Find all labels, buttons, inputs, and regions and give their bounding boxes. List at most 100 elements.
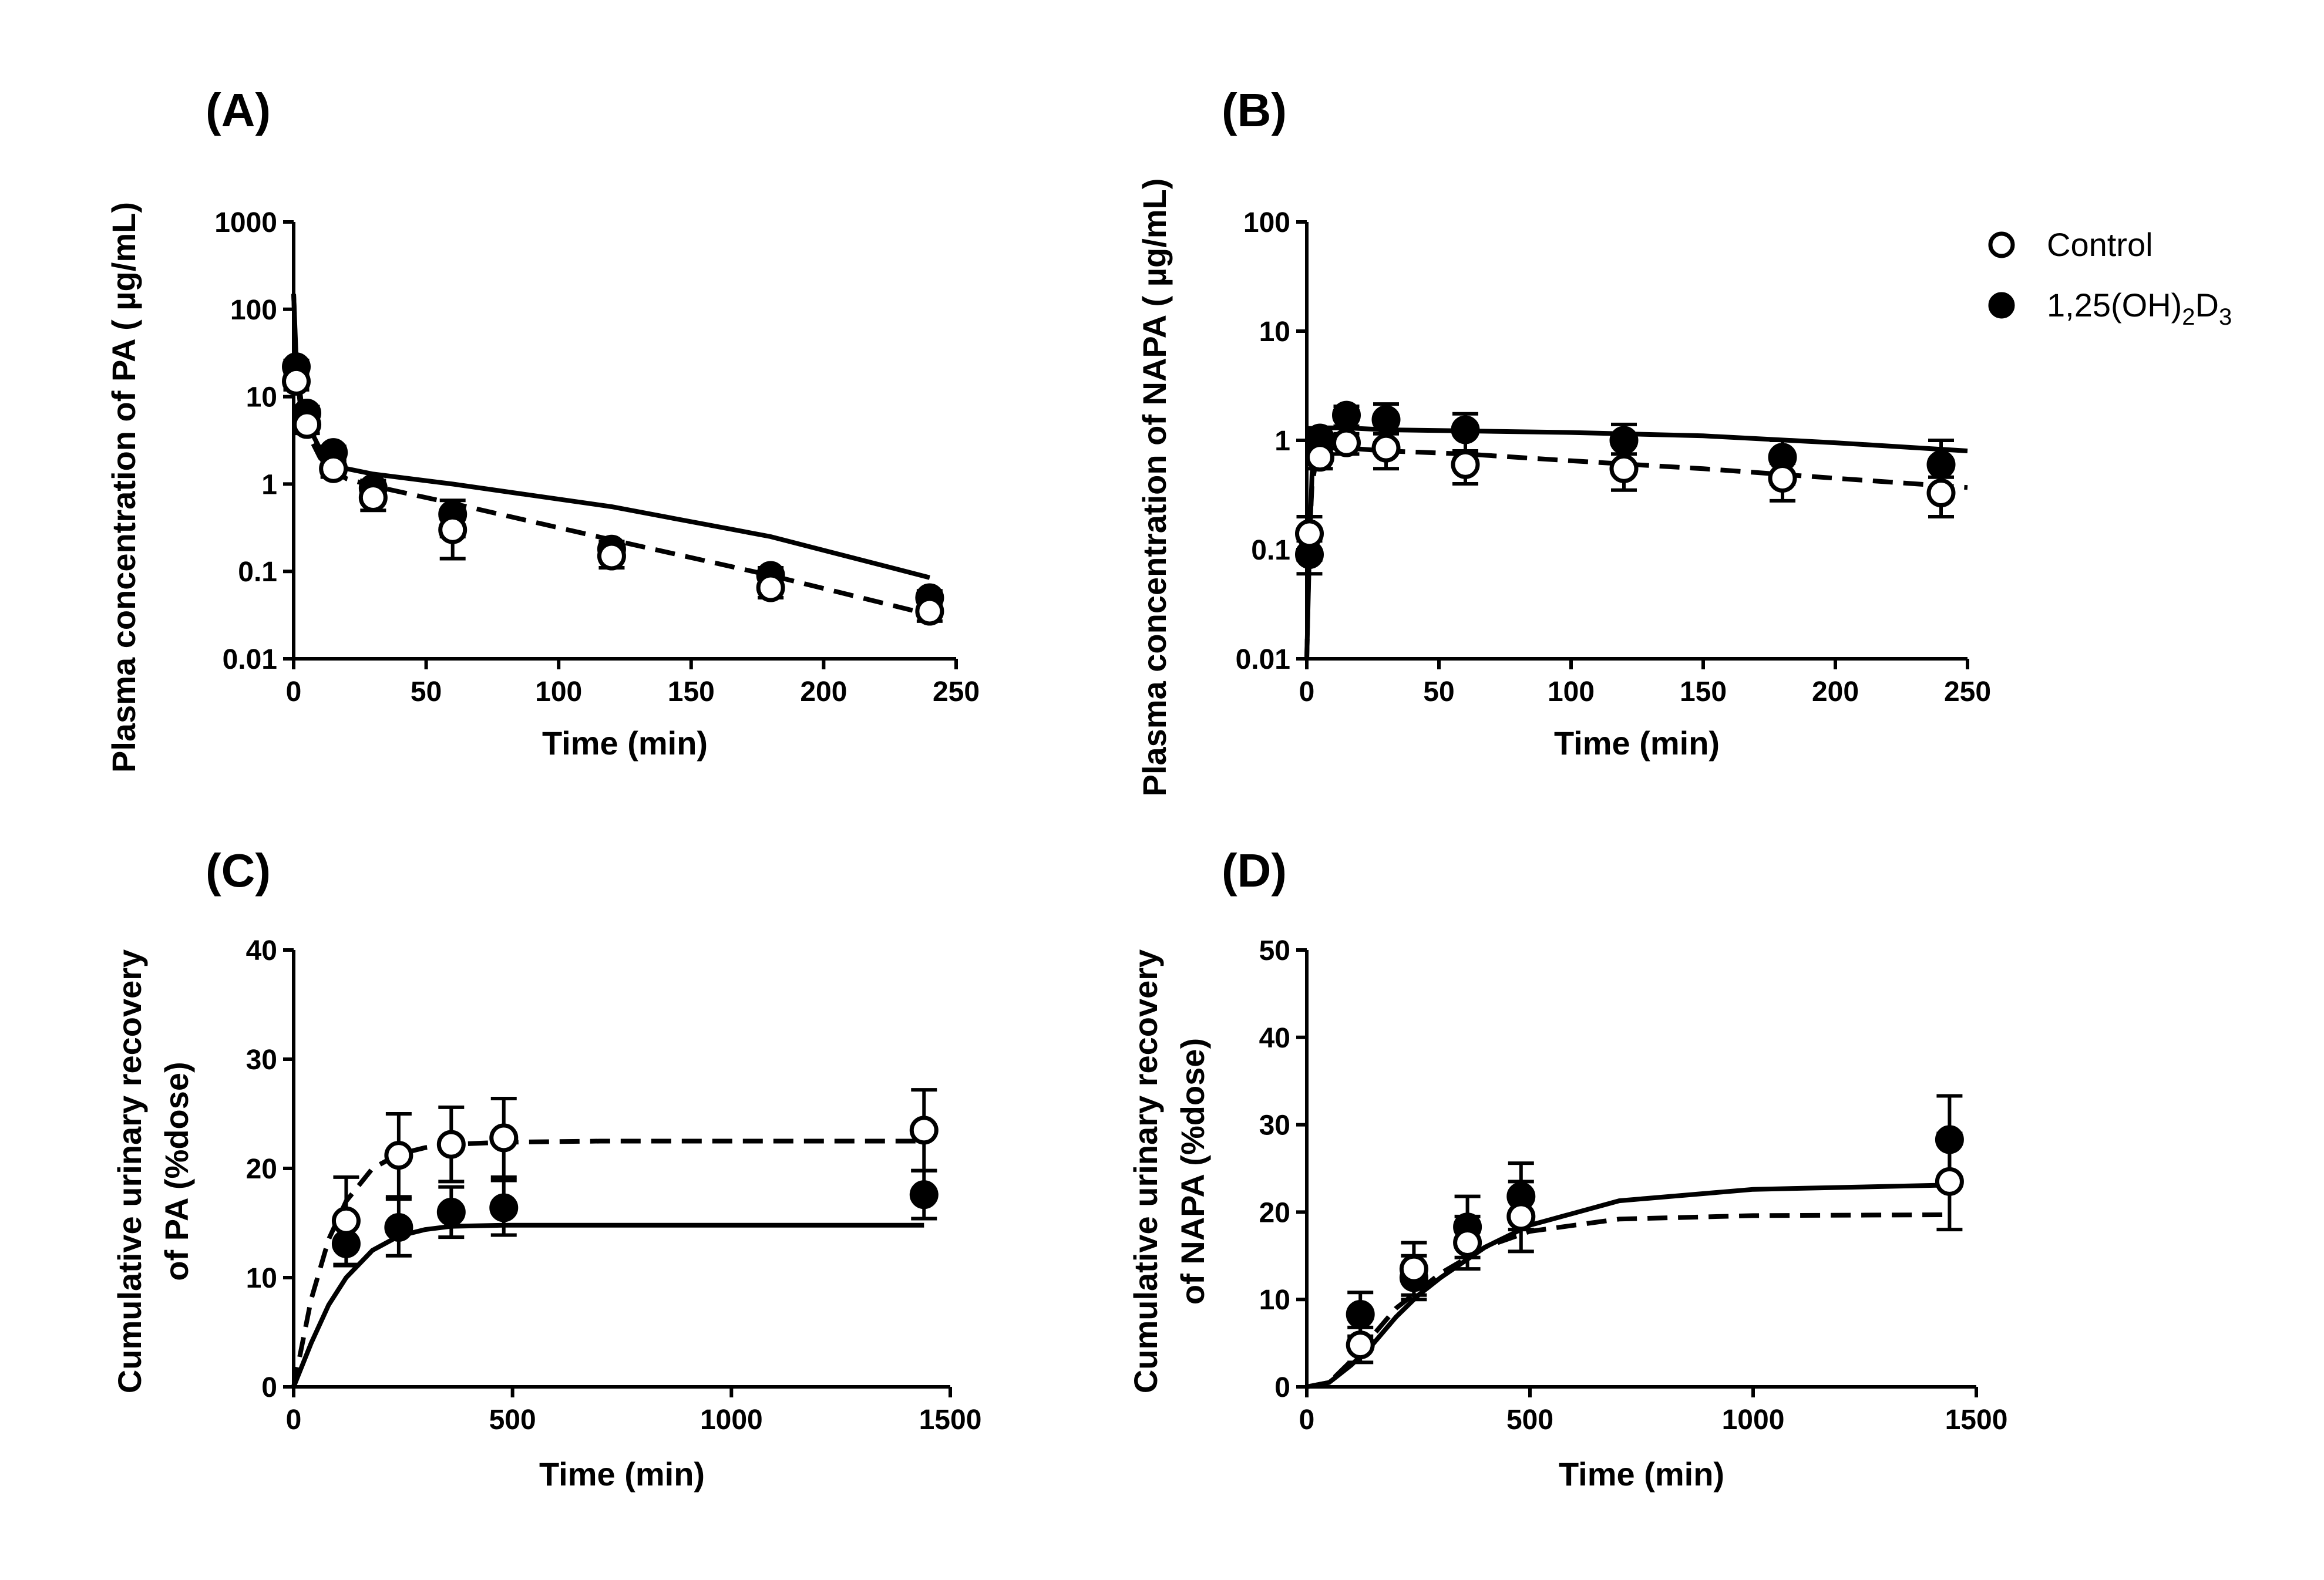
data-point-control [319, 454, 348, 483]
data-point-control [756, 573, 785, 602]
data-point-control [1926, 479, 1956, 508]
x-tick-label: 100 [535, 676, 582, 708]
panel-a-ylabel: Plasma concentration of PA ( µg/mL) [105, 202, 142, 773]
x-tick-label: 100 [1548, 676, 1595, 708]
panel-b-plot: 0.01 0.1 1 10 100 0 50 100 150 200 250 [1236, 207, 1991, 708]
data-point-control [1451, 450, 1480, 479]
data-point-control [489, 1123, 519, 1153]
x-tick-label: 50 [411, 676, 442, 708]
y-tick-label: 30 [1259, 1110, 1290, 1141]
legend-control-label: Control [2047, 226, 2153, 263]
data-point-control [358, 483, 388, 512]
y-tick-label: 100 [1243, 207, 1290, 238]
y-tick-label: 0 [261, 1372, 277, 1403]
data-point-control [1768, 464, 1797, 493]
y-tick-label: 0.1 [1251, 535, 1290, 566]
data-point-control [1332, 428, 1361, 457]
x-tick-label: 0 [1299, 676, 1315, 708]
data-point-treated [384, 1212, 413, 1242]
y-tick-label: 10 [1259, 316, 1290, 348]
data-point-treated [1332, 400, 1361, 430]
x-tick-label: 0 [286, 676, 302, 708]
y-tick-label: 20 [246, 1154, 277, 1185]
y-tick-label: 100 [230, 295, 277, 326]
panel-a: (A) Plasma concentration of PA ( µg/mL) … [105, 84, 980, 773]
panel-a-plot: 0.01 0.1 1 10 100 1000 0 50 100 150 200 250 [214, 207, 980, 708]
y-tick-label: 30 [246, 1045, 277, 1076]
y-tick-label: 1 [261, 469, 277, 500]
x-tick-label: 50 [1423, 676, 1454, 708]
panel-c-plot: 0 10 20 30 40 0 500 1000 1500 [246, 935, 982, 1436]
panel-d-series-0-curve [1306, 1212, 1950, 1389]
x-tick-label: 250 [1944, 676, 1991, 708]
y-tick-label: 40 [1259, 1023, 1290, 1054]
panel-b: (B) Plasma concentration of NAPA ( µg/mL… [1136, 84, 1991, 796]
x-tick-label: 150 [668, 676, 715, 708]
x-tick-label: 1000 [1722, 1404, 1785, 1436]
data-point-control [1506, 1202, 1536, 1231]
y-tick-label: 1 [1274, 426, 1290, 457]
data-point-control [909, 1116, 939, 1145]
data-point-control [1453, 1228, 1482, 1257]
data-point-control [282, 366, 311, 396]
y-tick-label: 0.1 [238, 557, 277, 588]
data-point-control [1295, 519, 1324, 548]
x-tick-label: 1500 [1945, 1404, 2008, 1436]
panel-c-ylabel: Cumulative urinary recovery [111, 949, 148, 1393]
y-tick-label: 0 [1274, 1372, 1290, 1403]
data-point-control [1935, 1167, 1964, 1196]
x-tick-label: 1500 [919, 1404, 982, 1436]
x-tick-label: 0 [1299, 1404, 1315, 1436]
data-point-treated [1451, 415, 1480, 444]
y-tick-label: 50 [1259, 935, 1290, 966]
panel-b-series-1-curve [1304, 425, 1968, 659]
y-tick-label: 1000 [214, 207, 277, 238]
x-tick-label: 0 [286, 1404, 302, 1436]
data-point-control [384, 1141, 413, 1170]
panel-c-series-0-curve [291, 1138, 924, 1387]
panel-d: (D) Cumulative urinary recovery of NAPA … [1127, 844, 2007, 1493]
panel-c-ylabel2: of PA (%dose) [158, 1062, 195, 1281]
x-tick-label: 200 [1812, 676, 1859, 708]
y-tick-label: 10 [246, 382, 277, 413]
y-tick-label: 10 [1259, 1285, 1290, 1316]
data-point-treated [909, 1180, 939, 1210]
legend-treated-label: 1,25(OH)2D3 [2047, 287, 2232, 330]
y-tick-label: 10 [246, 1263, 277, 1294]
panel-b-ylabel: Plasma concentration of NAPA ( µg/mL) [1136, 178, 1173, 797]
legend-treated-marker [1988, 292, 2015, 319]
panel-c-series-1-curve [291, 1222, 924, 1388]
data-point-control [1346, 1330, 1375, 1360]
data-point-treated [489, 1193, 519, 1222]
panel-d-ylabel2: of NAPA (%dose) [1174, 1038, 1211, 1305]
legend: Control 1,25(OH)2D3 [1988, 226, 2232, 330]
data-point-control [292, 410, 322, 439]
panel-d-letter: (D) [1222, 844, 1287, 897]
data-point-treated [1609, 426, 1639, 455]
data-point-treated [1926, 450, 1956, 479]
panel-c-xlabel: Time (min) [539, 1456, 705, 1493]
x-tick-label: 150 [1680, 676, 1727, 708]
data-point-control [436, 1130, 466, 1159]
x-tick-label: 500 [1506, 1404, 1553, 1436]
x-tick-label: 250 [933, 676, 980, 708]
legend-control-marker [1988, 231, 2015, 258]
panel-a-xlabel: Time (min) [542, 725, 708, 762]
panel-d-xlabel: Time (min) [1559, 1456, 1724, 1493]
y-tick-label: 0.01 [223, 644, 277, 675]
data-point-control [331, 1206, 361, 1235]
data-point-treated [436, 1197, 466, 1227]
y-tick-label: 40 [246, 935, 277, 966]
panel-c: (C) Cumulative urinary recovery of PA (%… [111, 844, 981, 1493]
data-point-control [1371, 433, 1401, 463]
x-tick-label: 200 [800, 676, 847, 708]
y-tick-label: 20 [1259, 1197, 1290, 1228]
data-point-control [915, 597, 944, 626]
data-point-control [1399, 1254, 1428, 1283]
data-point-control [1609, 454, 1639, 483]
y-tick-label: 0.01 [1236, 644, 1290, 675]
panel-b-series-0-curve [1304, 446, 1968, 659]
data-point-control [597, 541, 626, 571]
